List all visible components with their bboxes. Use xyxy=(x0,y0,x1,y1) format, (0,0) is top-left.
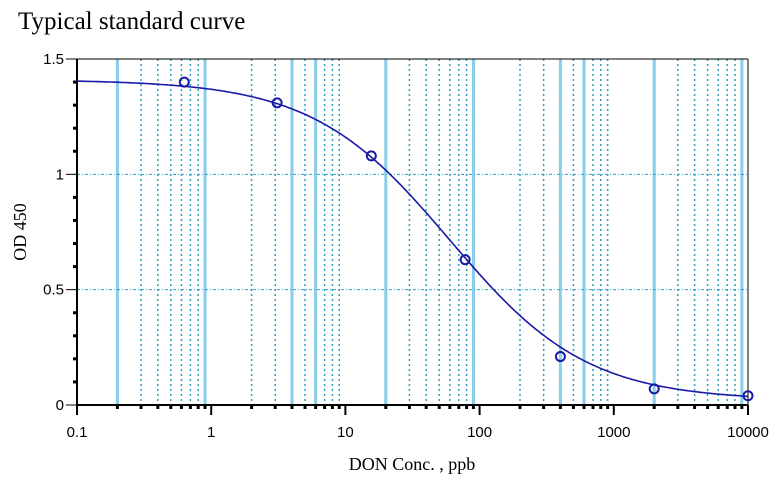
data-point xyxy=(648,383,660,395)
x-tick-label: 10 xyxy=(337,424,354,441)
y-tick-label: 1 xyxy=(56,166,64,183)
data-point xyxy=(365,150,377,162)
data-point xyxy=(742,390,754,402)
data-point xyxy=(459,254,471,266)
y-tick-label: 0.5 xyxy=(43,282,64,299)
grid xyxy=(77,59,748,405)
data-point xyxy=(271,97,283,109)
data-point xyxy=(178,76,190,88)
axes xyxy=(76,58,749,406)
y-axis-title: OD 450 xyxy=(10,203,30,261)
chart-title: Typical standard curve xyxy=(18,8,246,35)
data-point xyxy=(554,351,566,363)
fit-curve xyxy=(76,80,749,398)
x-tick-label: 100 xyxy=(467,424,492,441)
y-tick-label: 0 xyxy=(56,397,64,414)
x-tick-label: 1 xyxy=(207,424,215,441)
y-tick-label: 1.5 xyxy=(43,51,64,68)
x-tick-label: 0.1 xyxy=(67,424,88,441)
x-tick-label: 1000 xyxy=(597,424,630,441)
x-tick-label: 10000 xyxy=(727,424,769,441)
ticks: 0 0.5 1 1.5 0.1 1 10 100 1000 10000 xyxy=(43,51,769,441)
data-points xyxy=(178,76,754,402)
fit-curve-group xyxy=(76,80,749,398)
x-axis-title: DON Conc. , ppb xyxy=(349,454,476,474)
